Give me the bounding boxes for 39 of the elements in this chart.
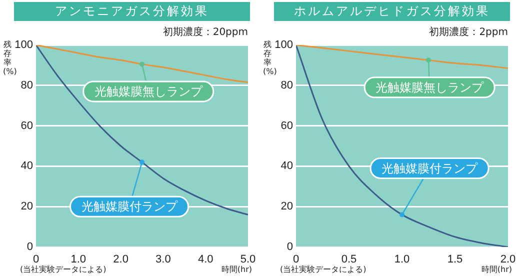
x-tick-label: 4.0 [198,254,214,266]
y-axis-title: 残存率(%) [263,40,277,76]
x-tick-label: 3.0 [156,254,171,266]
y-tick-label: 60 [20,120,33,132]
chart-subtitle: 初期濃度：20ppm [162,26,248,39]
y-tick-label: 80 [20,79,33,92]
x-axis-title: 時間(hr) [221,264,252,275]
x-tick-label: 5.0 [240,254,256,266]
series-label: 光触媒膜付ランプ [81,200,178,214]
x-tick-label: 2.0 [500,254,516,266]
series-label: 光触媒膜無しランプ [376,80,485,95]
series-label: 光触媒膜無しランプ [94,84,204,99]
y-tick-label: 40 [280,160,293,172]
line-series [36,45,248,84]
line-series [296,45,508,69]
y-tick-label: 0 [286,241,293,254]
y-tick-label: 20 [280,200,293,213]
text: (当社実験データによる) [20,264,106,275]
text: (当社実験データによる) [280,264,366,275]
x-tick-label: 1.0 [70,254,86,266]
x-axis-title: 時間(hr) [481,264,512,275]
chart-subtitle: 初期濃度：2ppm [429,26,508,39]
y-axis-title: 残存率(%) [3,40,17,76]
x-tick-label: 1.5 [447,254,463,266]
chart-title: ホルムアルデヒドガス分解効果 [274,2,510,21]
y-tick-label: 60 [280,120,293,132]
series-label: 光触媒膜付ランプ [382,161,479,176]
y-tick-label: 80 [280,79,293,92]
x-tick-label: 1.0 [394,254,410,266]
y-tick-label: 40 [20,160,33,172]
y-tick-label: 20 [20,200,33,213]
y-tick-label: 0 [26,241,33,254]
y-tick-label: 100 [274,39,293,52]
chart-title: アンモニアガス分解効果 [14,2,250,21]
line-series [36,45,248,216]
x-tick-label: 0.5 [341,254,357,266]
line-series [296,45,508,247]
y-tick-label: 100 [14,39,33,52]
x-tick-label: 2.0 [113,254,128,266]
